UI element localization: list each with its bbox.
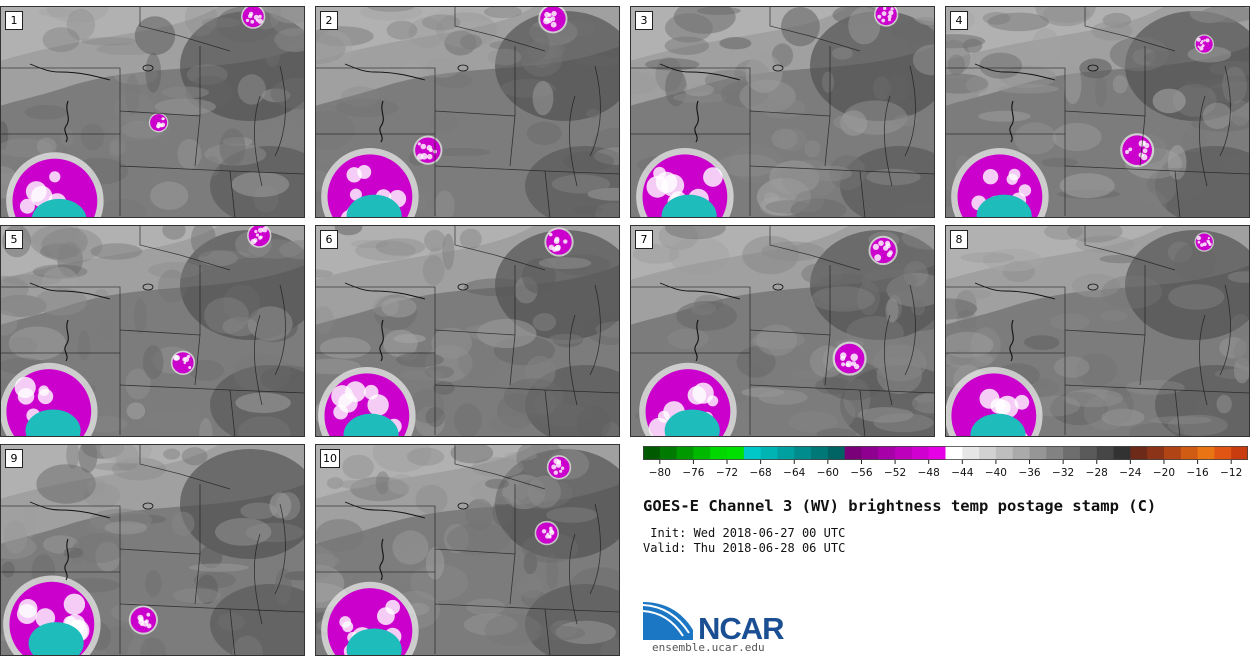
member-panel-6: 6 xyxy=(315,225,620,437)
member-label: 5 xyxy=(5,230,23,249)
colorbar-swatch xyxy=(1012,446,1031,460)
colorbar-swatch xyxy=(995,446,1014,460)
satellite-map xyxy=(945,225,1250,437)
colorbar-tick-label: −20 xyxy=(1153,467,1175,479)
colorbar-swatch xyxy=(1214,446,1232,460)
colorbar-tick-label: −12 xyxy=(1220,467,1242,479)
colorbar-tick-label: −52 xyxy=(884,467,906,479)
member-label: 8 xyxy=(950,230,968,249)
member-panel-7: 7 xyxy=(630,225,935,437)
colorbar-swatch xyxy=(1231,446,1248,460)
ncar-logo-icon xyxy=(643,602,693,640)
satellite-map xyxy=(0,225,305,437)
valid-time: Valid: Thu 2018-06-28 06 UTC xyxy=(643,541,846,555)
colorbar-tick-label: −72 xyxy=(716,467,738,479)
ncar-logo-text: NCAR xyxy=(698,611,785,646)
colorbar-swatch xyxy=(710,446,728,460)
colorbar-swatch xyxy=(1096,446,1115,460)
colorbar-swatch xyxy=(743,446,762,460)
member-label: 4 xyxy=(950,11,968,30)
satellite-map xyxy=(315,444,620,656)
member-label: 10 xyxy=(320,449,340,468)
colorbar-swatch xyxy=(1147,446,1165,460)
member-label: 1 xyxy=(5,11,23,30)
site-url: ensemble.ucar.edu xyxy=(652,641,765,654)
colorbar-tick-label: −60 xyxy=(817,467,839,479)
colorbar-border xyxy=(643,446,1248,460)
colorbar-tick-label: −76 xyxy=(682,467,704,479)
colorbar-tick-label: −68 xyxy=(750,467,772,479)
colorbar-tick-label: −36 xyxy=(1018,467,1040,479)
colorbar-swatch xyxy=(811,446,829,460)
colorbar-swatch xyxy=(844,446,863,460)
colorbar-swatch xyxy=(1113,446,1131,460)
member-label: 3 xyxy=(635,11,653,30)
member-panel-3: 3 xyxy=(630,6,935,218)
colorbar-swatch xyxy=(827,446,846,460)
member-panel-4: 4 xyxy=(945,6,1250,218)
satellite-map xyxy=(0,444,305,656)
colorbar-swatch xyxy=(1079,446,1098,460)
colorbar-swatch xyxy=(945,446,963,460)
member-label: 7 xyxy=(635,230,653,249)
plot-title: GOES-E Channel 3 (WV) brightness temp po… xyxy=(643,497,1157,515)
colorbar: −80 −76 −72 −68 −64 −60 −56 −52 −48 −44 −40 −36 −32−… xyxy=(643,446,1248,479)
colorbar-tick-label: −24 xyxy=(1119,467,1141,479)
member-label: 2 xyxy=(320,11,338,30)
colorbar-swatch xyxy=(794,446,812,460)
colorbar-swatch xyxy=(777,446,795,460)
colorbar-swatch xyxy=(676,446,695,460)
colorbar-tick-label: −80 xyxy=(649,467,671,479)
colorbar-swatch xyxy=(1046,446,1064,460)
member-label: 9 xyxy=(5,449,23,468)
colorbar-swatch xyxy=(1180,446,1199,460)
colorbar-tick-label: −56 xyxy=(850,467,872,479)
colorbar-swatch xyxy=(643,446,661,460)
colorbar-swatch xyxy=(1063,446,1081,460)
member-panel-9: 9 xyxy=(0,444,305,656)
satellite-map xyxy=(315,225,620,437)
member-panel-5: 5 xyxy=(0,225,305,437)
satellite-map xyxy=(315,6,620,218)
colorbar-swatch xyxy=(911,446,930,460)
colorbar-swatch xyxy=(727,446,745,460)
member-panel-1: 1 xyxy=(0,6,305,218)
colorbar-swatch xyxy=(1029,446,1047,460)
member-panel-2: 2 xyxy=(315,6,620,218)
colorbar-swatch xyxy=(962,446,980,460)
member-panel-8: 8 xyxy=(945,225,1250,437)
colorbar-tick-label: −48 xyxy=(918,467,940,479)
colorbar-swatch xyxy=(760,446,779,460)
member-label: 6 xyxy=(320,230,338,249)
satellite-map xyxy=(0,6,305,218)
colorbar-swatch xyxy=(1163,446,1182,460)
colorbar-swatch xyxy=(878,446,896,460)
colorbar-tick-label: −44 xyxy=(951,467,973,479)
colorbar-tick-label: −40 xyxy=(985,467,1007,479)
colorbar-swatch xyxy=(693,446,711,460)
colorbar-swatch xyxy=(979,446,997,460)
colorbar-tick-label: −16 xyxy=(1186,467,1208,479)
colorbar-swatch xyxy=(928,446,947,460)
satellite-map xyxy=(630,225,935,437)
colorbar-swatch xyxy=(895,446,913,460)
colorbar-tick-label: −28 xyxy=(1086,467,1108,479)
colorbar-tick-label: −64 xyxy=(783,467,805,479)
colorbar-swatch xyxy=(659,446,678,460)
init-time: Init: Wed 2018-06-27 00 UTC xyxy=(643,526,846,540)
colorbar-swatch xyxy=(861,446,879,460)
satellite-map xyxy=(630,6,935,218)
member-panel-10: 10 xyxy=(315,444,620,656)
colorbar-tick-label: −32 xyxy=(1052,467,1074,479)
colorbar-swatch xyxy=(1197,446,1215,460)
colorbar-swatch xyxy=(1130,446,1148,460)
satellite-map xyxy=(945,6,1250,218)
